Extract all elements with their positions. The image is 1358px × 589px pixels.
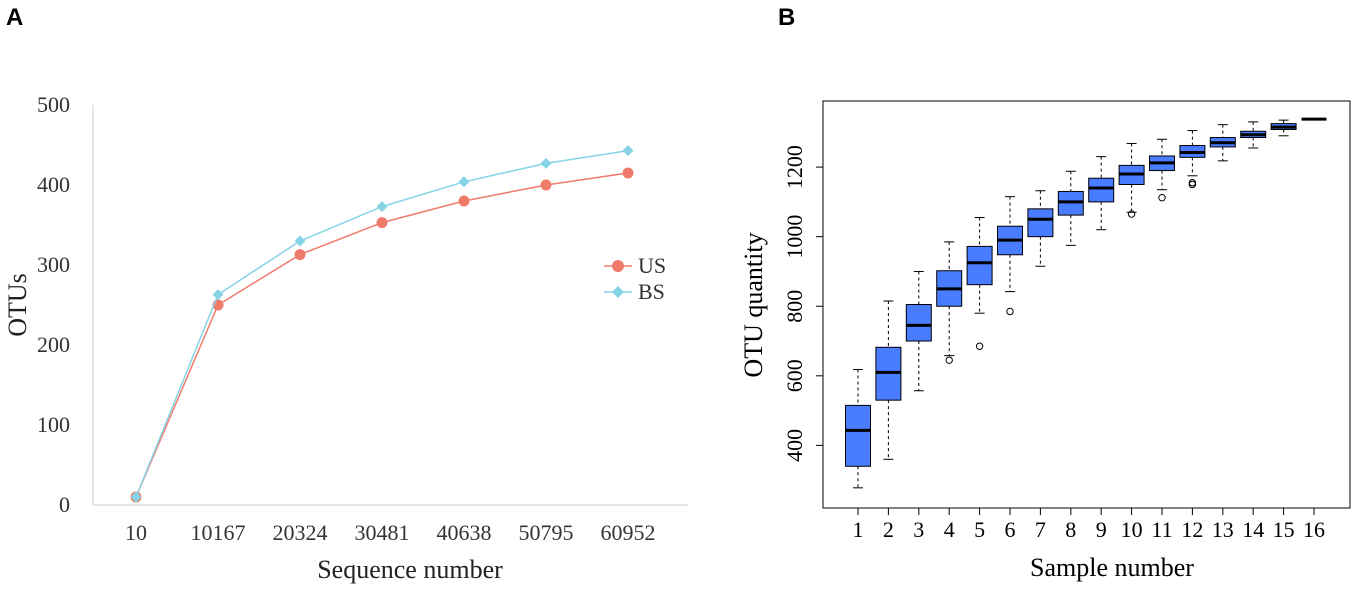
x-tick-label: 7 [1035,517,1046,542]
series-point-bs [294,235,306,247]
series-point-us [540,179,552,191]
chart-a-ylabel: OTUs [3,273,32,337]
box-body [845,404,871,467]
legend-marker-us [612,260,624,272]
x-tick-label: 3 [913,517,924,542]
box-body [905,304,932,342]
box-outlier [975,342,984,350]
x-tick-label: 16 [1303,517,1325,542]
box-body [966,245,993,286]
box-outlier [1158,194,1166,202]
x-tick-label: 14 [1242,517,1264,542]
y-tick-label: 300 [37,252,70,277]
y-tick-label: 600 [782,359,807,392]
legend-label-us: US [638,253,666,278]
y-tick-label: 400 [782,429,807,462]
box-body [1027,208,1054,238]
x-tick-label: 13 [1212,517,1234,542]
chart-b-xlabel: Sample number [1030,553,1194,582]
box-outlier [945,356,953,364]
y-tick-label: 1200 [782,145,807,189]
x-tick-label: 10 [125,520,147,545]
x-tick-label: 1 [853,517,864,542]
panel-a-label: A [6,4,23,31]
x-tick-label: 10167 [191,520,246,545]
x-tick-label: 11 [1151,517,1172,542]
legend-label-bs: BS [638,279,665,304]
chart-a-xlabel: Sequence number [317,555,503,584]
x-tick-label: 50795 [519,520,574,545]
x-tick-label: 5 [974,517,985,542]
x-tick-label: 9 [1096,517,1107,542]
series-point-us [622,167,634,179]
x-tick-label: 8 [1065,517,1076,542]
y-tick-label: 100 [37,412,70,437]
box-outlier [1006,307,1014,316]
box-outlier [1188,180,1197,189]
x-tick-label: 30481 [355,520,410,545]
series-point-us [458,195,470,207]
series-point-us [294,249,306,261]
plot-frame [822,100,1351,509]
series-point-bs [376,201,388,213]
x-tick-label: 15 [1273,517,1295,542]
x-tick-label: 6 [1005,517,1016,542]
y-tick-label: 500 [37,92,70,117]
x-tick-label: 20324 [273,520,328,545]
panel-b-label: B [778,4,795,31]
series-point-us [376,217,388,229]
x-tick-label: 40638 [437,520,492,545]
box-body [1088,177,1115,203]
x-tick-label: 2 [883,517,894,542]
legend-marker-bs [612,286,624,298]
chart-b-ylabel: OTU quantity [739,232,768,377]
y-tick-label: 0 [59,492,70,517]
y-tick-label: 1000 [782,215,807,259]
series-point-bs [540,157,552,169]
box-outlier [1127,210,1136,218]
x-tick-label: 4 [944,517,955,542]
series-point-bs [458,176,470,188]
series-point-bs [622,145,634,157]
y-tick-label: 400 [37,172,70,197]
box-plot-otu-quantity: Sample number OTU quantity 400 600 800 1000… [739,100,1351,582]
y-tick-label: 200 [37,332,70,357]
y-tick-label: 800 [782,290,807,323]
series-point-bs [130,491,142,503]
x-tick-label: 10 [1121,517,1143,542]
x-tick-label: 60952 [601,520,656,545]
series-point-bs [212,289,224,301]
x-tick-label: 12 [1181,517,1203,542]
